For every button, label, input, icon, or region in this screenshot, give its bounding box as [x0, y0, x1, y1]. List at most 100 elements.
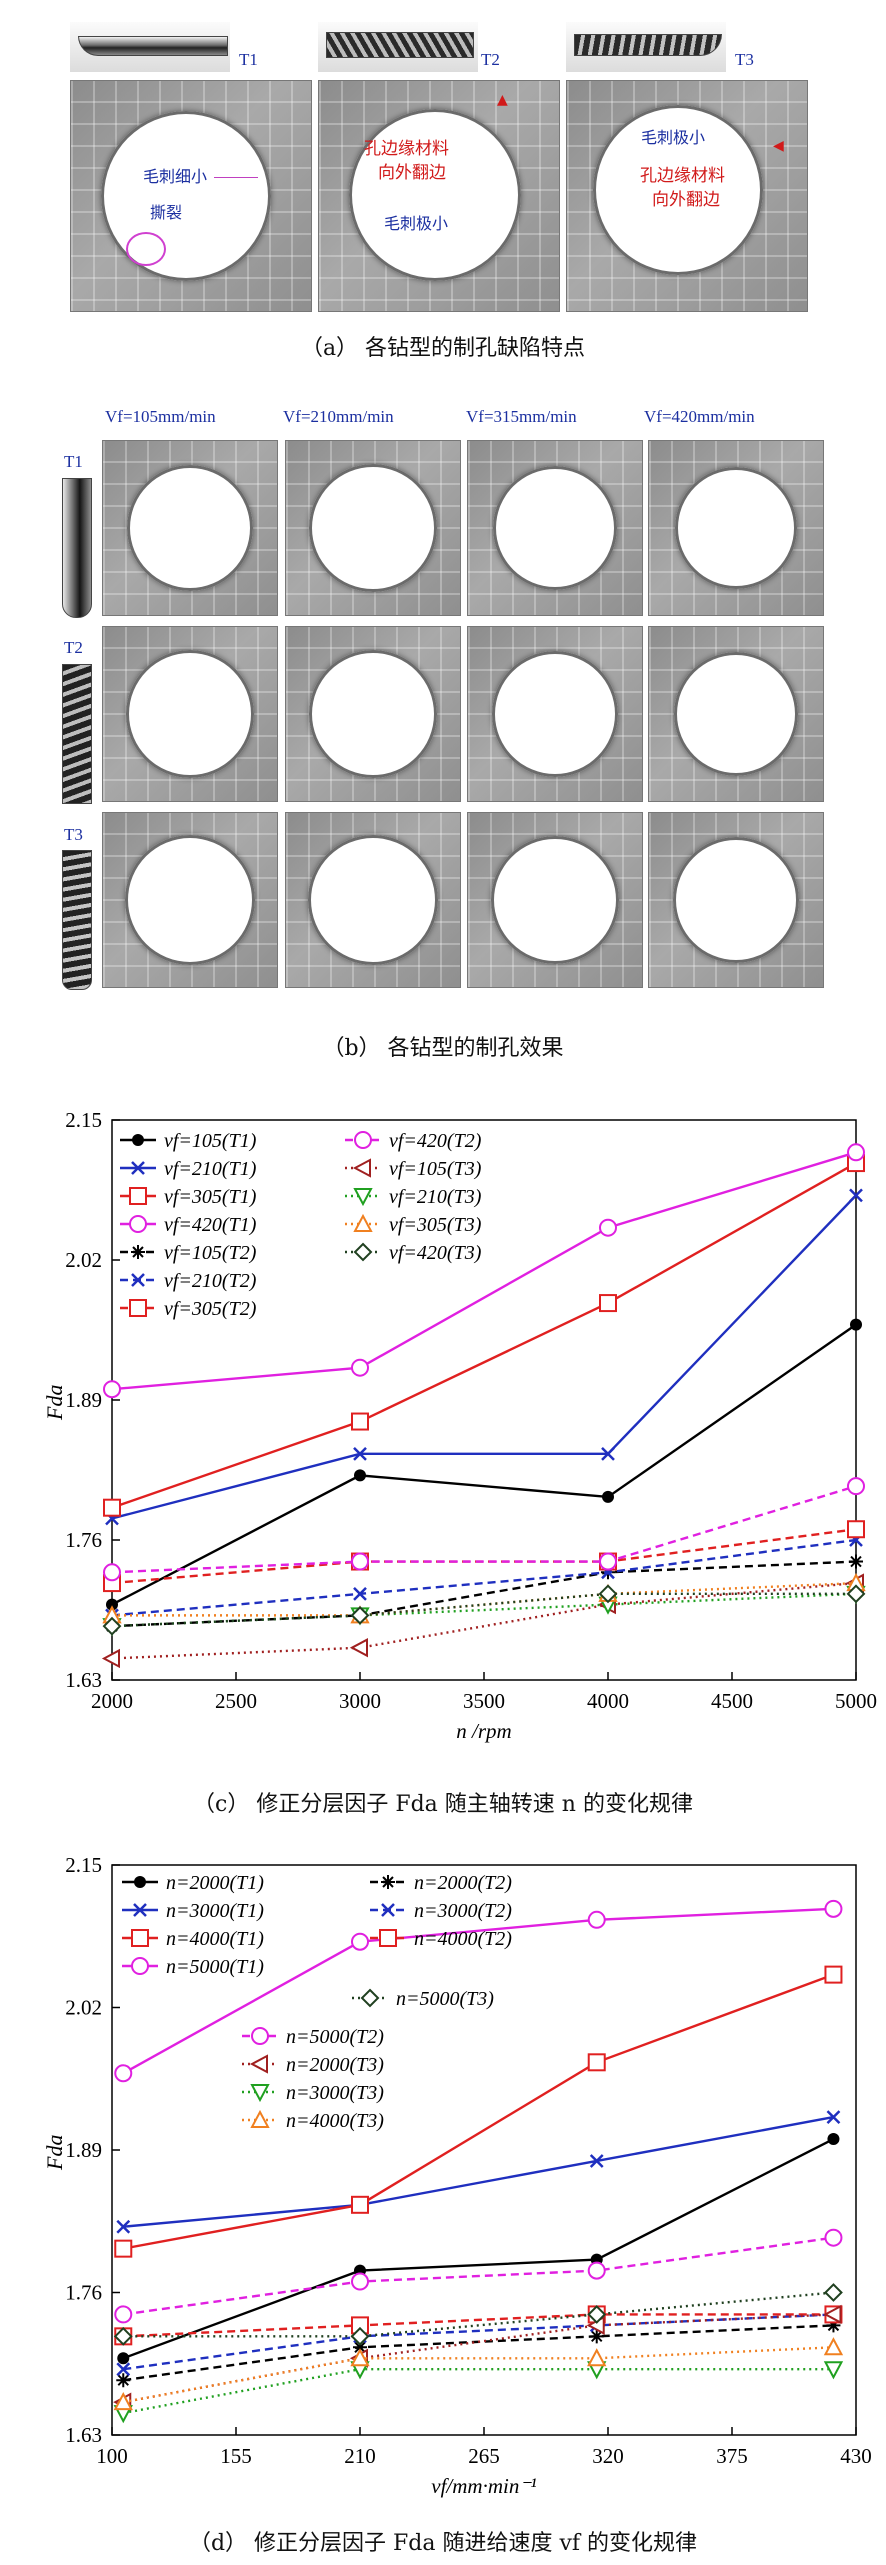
legend-marker — [133, 1903, 147, 1917]
legend-marker — [381, 1875, 395, 1889]
data-point — [847, 1143, 865, 1162]
x-tick-label: 4000 — [587, 1689, 629, 1713]
legend-label: n=4000(T1) — [166, 1928, 264, 1950]
legend-label: n=2000(T3) — [286, 2054, 384, 2076]
data-point — [602, 1490, 614, 1503]
annotation-t2-flange-1: 孔边缘材料 — [364, 139, 449, 159]
x-axis-label: vf/mm·min⁻¹ — [431, 2474, 536, 2498]
x-tick-label: 2000 — [91, 1689, 133, 1713]
row-label-t3: T3 — [64, 825, 83, 844]
x-tick-label: 430 — [840, 2444, 872, 2468]
legend-label: vf=305(T1) — [164, 1186, 257, 1208]
series-line-11 — [123, 2291, 834, 2338]
legend-label: n=3000(T2) — [414, 1900, 512, 1922]
hole-photo-r1-c2 — [285, 440, 461, 616]
drill-image-row-t2 — [62, 664, 92, 804]
data-point — [351, 1358, 369, 1377]
drilled-hole — [492, 651, 618, 777]
hole-photo-r1-c1 — [102, 440, 278, 616]
data-point — [598, 1584, 618, 1604]
annotation-pointer-t1-burr — [214, 177, 258, 178]
series-line-5 — [111, 1538, 857, 1617]
series-line-7 — [123, 2236, 834, 2316]
data-point — [114, 2305, 133, 2324]
drilled-hole — [309, 464, 437, 592]
legend-label: vf=105(T1) — [164, 1130, 257, 1152]
data-point — [351, 2195, 369, 2214]
drill-image-row-t3 — [62, 850, 92, 990]
drill-image-t1 — [78, 36, 228, 56]
legend-label: vf=210(T1) — [164, 1158, 257, 1180]
legend-marker — [131, 1273, 145, 1287]
series-line-0 — [111, 1323, 857, 1606]
data-point — [599, 1218, 617, 1237]
legend-marker — [131, 1929, 149, 1947]
hole-photo-r2-c4 — [648, 626, 824, 802]
y-tick-label: 1.63 — [65, 2423, 102, 2447]
legend-label: n=4000(T3) — [286, 2110, 384, 2132]
data-point — [113, 2326, 133, 2346]
data-point — [351, 2272, 369, 2291]
arrow-marker-t2: ▲ — [497, 92, 508, 108]
data-point — [351, 1552, 369, 1571]
feed-label-420: Vf=420mm/min — [644, 407, 755, 426]
drilled-hole — [127, 465, 253, 591]
series-line-2 — [123, 1973, 834, 2250]
x-tick-label: 100 — [96, 2444, 128, 2468]
legend-label: n=5000(T1) — [166, 1956, 264, 1978]
legend-label: vf=105(T2) — [164, 1242, 257, 1264]
series-line-2 — [111, 1162, 857, 1509]
data-point — [353, 1446, 367, 1461]
drilled-hole — [673, 837, 799, 963]
data-point — [354, 1469, 366, 1482]
legend-label: vf=420(T3) — [389, 1242, 482, 1264]
tear-highlight-circle — [126, 232, 166, 266]
data-point — [587, 2305, 607, 2324]
data-point — [599, 1294, 617, 1313]
legend-label: vf=420(T1) — [164, 1214, 257, 1236]
data-point — [824, 2228, 843, 2247]
legend-label: n=4000(T2) — [414, 1928, 512, 1950]
data-point — [849, 1554, 863, 1569]
series-line-9 — [111, 1592, 857, 1628]
legend-marker — [379, 1929, 397, 1947]
data-point — [599, 1552, 617, 1571]
data-point — [601, 1446, 615, 1461]
data-point — [847, 1520, 865, 1539]
legend-marker — [354, 1131, 372, 1149]
row-label-t2: T2 — [64, 638, 83, 657]
legend-marker — [381, 1903, 395, 1917]
hole-photo-t3 — [566, 80, 808, 312]
data-point — [589, 2154, 604, 2168]
caption-d: （d） 修正分层因子 Fda 随进给速度 vf 的变化规律 — [188, 2531, 698, 2556]
annotation-t3-flange-1: 孔边缘材料 — [640, 166, 725, 186]
legend-label: n=3000(T3) — [286, 2082, 384, 2104]
legend-label: vf=105(T3) — [389, 1158, 482, 1180]
x-axis-label: n /rpm — [456, 1719, 511, 1743]
drilled-hole — [125, 835, 255, 965]
legend-marker — [352, 1158, 371, 1178]
y-tick-label: 1.76 — [65, 2281, 102, 2305]
feed-label-210: Vf=210mm/min — [283, 407, 394, 426]
legend-marker — [353, 1188, 373, 1207]
annotation-t1-burr: 毛刺细小 — [143, 167, 208, 186]
data-point — [827, 2133, 840, 2146]
legend-marker — [131, 1245, 145, 1259]
legend-label: vf=210(T2) — [164, 1270, 257, 1292]
data-point — [351, 1412, 369, 1431]
legend-marker — [134, 1876, 146, 1888]
x-tick-label: 3500 — [463, 1689, 505, 1713]
annotation-t2-flange-2: 向外翻边 — [378, 163, 446, 183]
drilled-hole — [675, 467, 797, 589]
annotation-t3-burr: 毛刺极小 — [641, 128, 706, 147]
legend-marker — [353, 1213, 373, 1232]
data-point — [350, 1605, 370, 1625]
legend-label: n=5000(T3) — [396, 1988, 494, 2010]
annotation-t2-burr: 毛刺极小 — [384, 214, 449, 233]
annotation-t1-tear: 撕裂 — [150, 203, 183, 222]
legend-marker — [250, 2084, 270, 2103]
legend-label: n=3000(T1) — [166, 1900, 264, 1922]
hole-photo-r3-c2 — [285, 812, 461, 988]
legend-label: vf=420(T2) — [389, 1130, 482, 1152]
data-point — [353, 1586, 367, 1601]
